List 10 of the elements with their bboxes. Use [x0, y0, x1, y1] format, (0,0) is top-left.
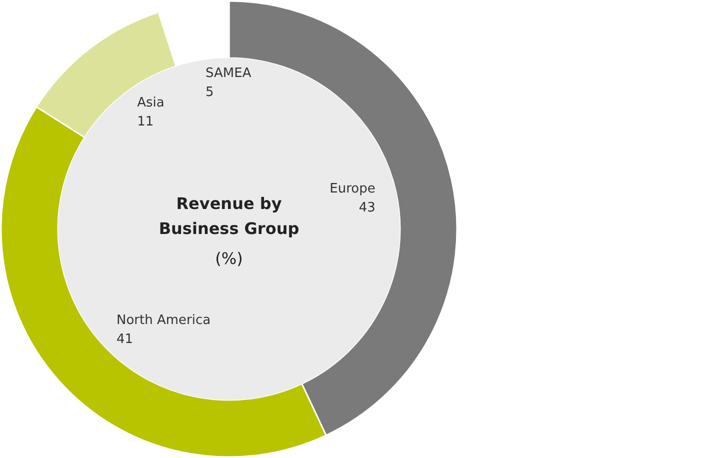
slice-label: Europe — [330, 181, 376, 196]
data-label: 11 — [137, 114, 154, 130]
text: Revenue by Business Group — [158, 194, 300, 238]
slice-label: SAMEA — [206, 66, 252, 81]
slice-label: Asia — [137, 95, 164, 110]
data-label: 41 — [116, 332, 134, 348]
slice-label: North America — [116, 313, 211, 328]
data-label: 5 — [206, 84, 214, 100]
text: (%) — [215, 249, 243, 268]
data-label: 43 — [358, 200, 376, 216]
